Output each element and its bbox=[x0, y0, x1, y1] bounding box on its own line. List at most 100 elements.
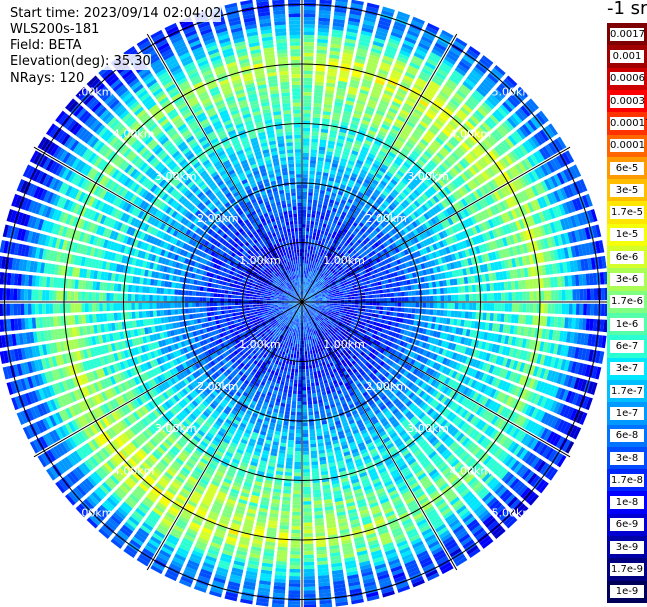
range-gate-cell bbox=[304, 252, 307, 257]
range-gate-cell bbox=[319, 142, 327, 148]
range-gate-cell bbox=[497, 106, 508, 118]
range-gate-cell bbox=[408, 26, 421, 35]
range-gate-cell bbox=[397, 87, 408, 96]
range-gate-cell bbox=[329, 277, 334, 282]
range-gate-cell bbox=[347, 182, 354, 189]
range-gate-cell bbox=[452, 179, 460, 189]
range-gate-cell bbox=[475, 175, 484, 185]
range-gate-cell bbox=[357, 191, 364, 198]
range-gate-cell bbox=[348, 13, 362, 20]
range-gate-cell bbox=[494, 109, 505, 120]
range-gate-cell bbox=[356, 51, 367, 58]
range-gate-cell bbox=[377, 23, 390, 31]
range-gate-cell bbox=[479, 124, 489, 135]
range-gate-cell bbox=[530, 117, 541, 129]
range-gate-cell bbox=[358, 92, 368, 99]
range-gate-cell bbox=[310, 249, 313, 254]
range-gate-cell bbox=[411, 302, 416, 308]
range-gate-cell bbox=[440, 200, 448, 209]
range-gate-cell bbox=[305, 281, 308, 286]
range-gate-cell bbox=[331, 234, 336, 239]
range-gate-cell bbox=[309, 371, 314, 376]
range-gate-cell bbox=[345, 167, 353, 173]
range-gate-cell bbox=[354, 305, 359, 308]
range-gate-cell bbox=[496, 126, 506, 138]
range-gate-cell bbox=[364, 309, 369, 313]
range-gate-cell bbox=[403, 175, 411, 183]
range-gate-cell bbox=[320, 283, 324, 287]
range-gate-cell bbox=[309, 335, 312, 340]
range-gate-cell bbox=[314, 270, 318, 274]
range-gate-cell bbox=[370, 47, 382, 55]
range-gate-cell bbox=[304, 336, 306, 341]
range-gate-cell bbox=[311, 213, 316, 218]
range-gate-cell bbox=[320, 278, 325, 283]
range-gate-cell bbox=[388, 237, 394, 244]
range-gate-cell bbox=[374, 248, 380, 254]
range-gate-cell bbox=[386, 311, 391, 316]
range-gate-cell bbox=[451, 294, 455, 302]
range-gate-cell bbox=[333, 305, 337, 308]
range-gate-cell bbox=[358, 41, 370, 47]
range-gate-cell bbox=[409, 90, 421, 98]
range-gate-cell bbox=[337, 271, 342, 275]
range-gate-cell bbox=[339, 310, 344, 313]
range-gate-cell bbox=[305, 354, 308, 359]
range-gate-cell bbox=[354, 106, 364, 113]
range-gate-cell bbox=[342, 151, 350, 157]
range-gate-cell bbox=[462, 54, 475, 65]
range-gate-cell bbox=[425, 111, 435, 120]
range-gate-cell bbox=[382, 219, 389, 226]
range-gate-cell bbox=[351, 296, 355, 300]
range-gate-cell bbox=[316, 255, 320, 260]
range-gate-cell bbox=[325, 213, 330, 218]
range-gate-cell bbox=[413, 210, 420, 218]
range-gate-cell bbox=[443, 310, 448, 317]
range-gate-cell bbox=[512, 112, 523, 124]
range-gate-cell bbox=[329, 237, 334, 242]
range-gate-cell bbox=[305, 231, 309, 236]
range-gate-cell bbox=[426, 58, 438, 67]
range-gate-cell bbox=[348, 195, 355, 201]
range-gate-cell bbox=[593, 303, 598, 316]
range-gate-cell bbox=[318, 267, 322, 272]
range-gate-cell bbox=[404, 308, 409, 313]
range-gate-cell bbox=[311, 471, 320, 477]
range-gate-cell bbox=[402, 126, 412, 135]
range-gate-cell bbox=[303, 88, 312, 93]
range-gate-cell bbox=[358, 213, 365, 219]
range-gate-cell bbox=[370, 166, 378, 173]
range-gate-cell bbox=[340, 199, 347, 205]
range-gate-cell bbox=[365, 6, 379, 13]
range-gate-cell bbox=[389, 165, 398, 172]
range-gate-cell bbox=[308, 238, 312, 243]
range-gate-cell bbox=[314, 414, 320, 419]
range-gate-cell bbox=[342, 236, 348, 242]
range-gate-cell bbox=[390, 302, 395, 307]
range-gate-cell bbox=[397, 302, 402, 307]
range-gate-cell bbox=[453, 114, 463, 124]
range-gate-cell bbox=[462, 81, 474, 91]
range-gate-cell bbox=[379, 289, 384, 294]
range-gate-cell bbox=[351, 282, 356, 286]
range-gate-cell bbox=[328, 253, 333, 258]
range-gate-cell bbox=[335, 175, 342, 181]
range-gate-cell bbox=[357, 156, 365, 162]
range-gate-cell bbox=[364, 231, 370, 237]
range-gate-cell bbox=[314, 265, 318, 270]
range-gate-cell bbox=[426, 188, 435, 197]
range-gate-cell bbox=[306, 278, 309, 282]
range-gate-cell bbox=[323, 0, 332, 1]
range-gate-cell bbox=[336, 138, 345, 144]
range-gate-cell bbox=[344, 304, 348, 307]
range-gate-cell bbox=[344, 144, 352, 150]
range-gate-cell bbox=[466, 75, 478, 86]
range-gate-cell bbox=[360, 30, 373, 37]
range-gate-cell bbox=[397, 194, 405, 201]
range-gate-cell bbox=[302, 234, 306, 239]
range-gate-cell bbox=[318, 200, 323, 205]
range-gate-cell bbox=[303, 70, 313, 75]
range-gate-cell bbox=[428, 145, 437, 154]
range-gate-cell bbox=[326, 243, 331, 249]
range-gate-cell bbox=[454, 37, 468, 48]
